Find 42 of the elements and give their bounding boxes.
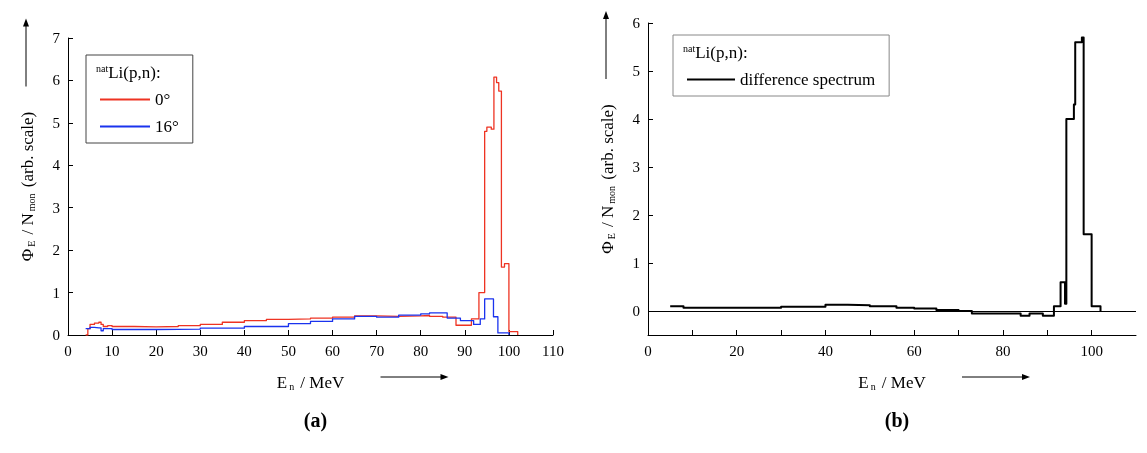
x-tick-label: 60 [906, 342, 922, 359]
y-tick-label: 2 [632, 207, 640, 223]
x-tick-label: 10 [104, 342, 120, 359]
x-axis-title: En / MeV [276, 372, 345, 392]
x-tick-label: 40 [236, 342, 252, 359]
x-tick-label: 20 [148, 342, 164, 359]
y-axis-title: ΦE / Nmon (arb. scale) [17, 111, 37, 262]
y-tick-label: 6 [632, 15, 641, 31]
y-tick-label: 2 [52, 242, 60, 259]
legend-label: 16° [155, 117, 179, 136]
x-tick-label: 100 [1080, 342, 1103, 359]
text: (a) [303, 409, 328, 432]
y-tick-label: 0 [52, 327, 60, 343]
y-tick-label: 5 [632, 63, 640, 79]
y-tick-label: 0 [632, 303, 640, 319]
x-tick-label: 110 [542, 342, 564, 359]
legend-label: 0° [155, 90, 171, 109]
x-tick-label: 30 [192, 342, 208, 359]
x-tick-label: 0 [64, 342, 72, 359]
y-tick-label: 3 [632, 159, 640, 175]
y-tick-label: 4 [632, 111, 641, 127]
x-tick-label: 90 [457, 342, 473, 359]
x-tick-label: 50 [280, 342, 296, 359]
text: (b) [884, 409, 910, 432]
y-tick-label: 6 [52, 72, 61, 89]
y-tick-label: 5 [52, 114, 60, 131]
x-tick-label: 60 [325, 342, 341, 359]
legend-label: difference spectrum [740, 70, 876, 89]
y-tick-label: 7 [52, 30, 61, 46]
x-tick-label: 70 [369, 342, 385, 359]
y-tick-label: 1 [52, 284, 60, 301]
x-tick-label: 80 [413, 342, 429, 359]
x-axis-title: En / MeV [858, 372, 927, 392]
y-tick-label: 1 [632, 255, 640, 271]
x-tick-label: 40 [817, 342, 833, 359]
y-tick-label: 3 [52, 199, 60, 216]
x-tick-label: 100 [497, 342, 521, 359]
y-tick-label: 4 [52, 157, 61, 174]
x-tick-label: 20 [729, 342, 745, 359]
y-axis-title: ΦE / Nmon (arb. scale) [597, 104, 617, 254]
x-tick-label: 0 [644, 342, 652, 359]
x-tick-label: 80 [995, 342, 1011, 359]
